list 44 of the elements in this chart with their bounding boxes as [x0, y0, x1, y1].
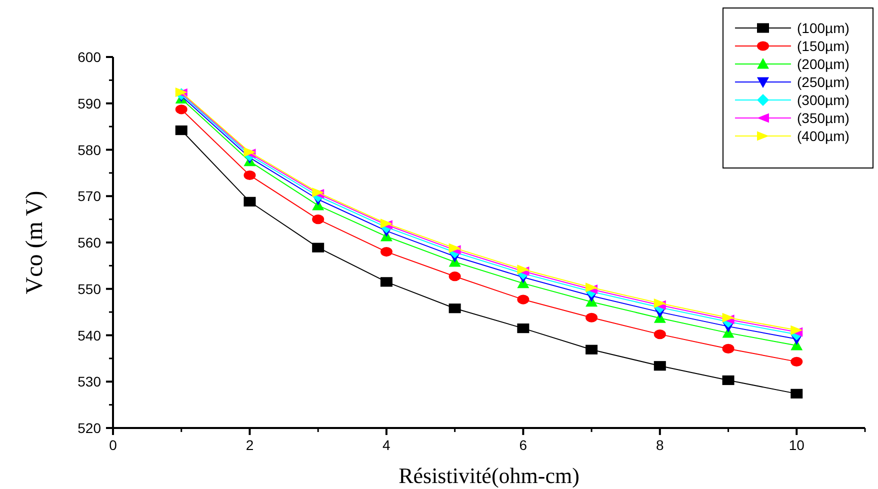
- point: [722, 344, 734, 354]
- point: [790, 356, 803, 366]
- y-tick-label: 580: [78, 142, 102, 158]
- legend-label: (300µm): [797, 92, 850, 108]
- y-tick-label: 550: [78, 280, 102, 297]
- legend-label: (100µm): [797, 20, 850, 36]
- x-tick-label: 2: [246, 437, 254, 453]
- point: [586, 344, 598, 354]
- y-tick-label: 560: [78, 234, 102, 250]
- legend-label: (150µm): [797, 38, 850, 54]
- point: [586, 312, 598, 322]
- x-tick-label: 6: [519, 437, 528, 453]
- y-tick-label: 570: [78, 188, 102, 204]
- point: [654, 361, 666, 371]
- point: [448, 304, 461, 314]
- x-tick-label: 4: [382, 437, 391, 453]
- point: [380, 277, 392, 287]
- legend-label: (200µm): [797, 56, 850, 72]
- point: [244, 196, 256, 206]
- x-axis-title: Résistivité(ohm-cm): [398, 463, 580, 488]
- x-tick-label: 10: [788, 437, 805, 453]
- x-tick-label: 8: [656, 437, 664, 453]
- y-tick-label: 520: [78, 420, 102, 436]
- y-tick-label: 590: [78, 95, 102, 112]
- y-tick-label: 600: [78, 49, 102, 65]
- point: [722, 375, 734, 386]
- point: [312, 214, 324, 224]
- point: [244, 170, 256, 180]
- point: [175, 104, 188, 114]
- point: [312, 242, 324, 252]
- point: [790, 388, 803, 398]
- legend-label: (400µm): [797, 128, 850, 144]
- point: [517, 294, 530, 304]
- point: [654, 330, 666, 340]
- y-tick-label: 540: [78, 327, 102, 344]
- point: [175, 125, 188, 136]
- y-tick-label: 530: [78, 374, 102, 390]
- legend-label: (350µm): [797, 110, 850, 126]
- point: [380, 246, 392, 257]
- legend-label: (250µm): [797, 74, 850, 90]
- x-tick-label: 0: [109, 437, 118, 453]
- point: [448, 272, 461, 282]
- point: [517, 323, 530, 334]
- y-axis-title: Vco (m V): [22, 190, 48, 294]
